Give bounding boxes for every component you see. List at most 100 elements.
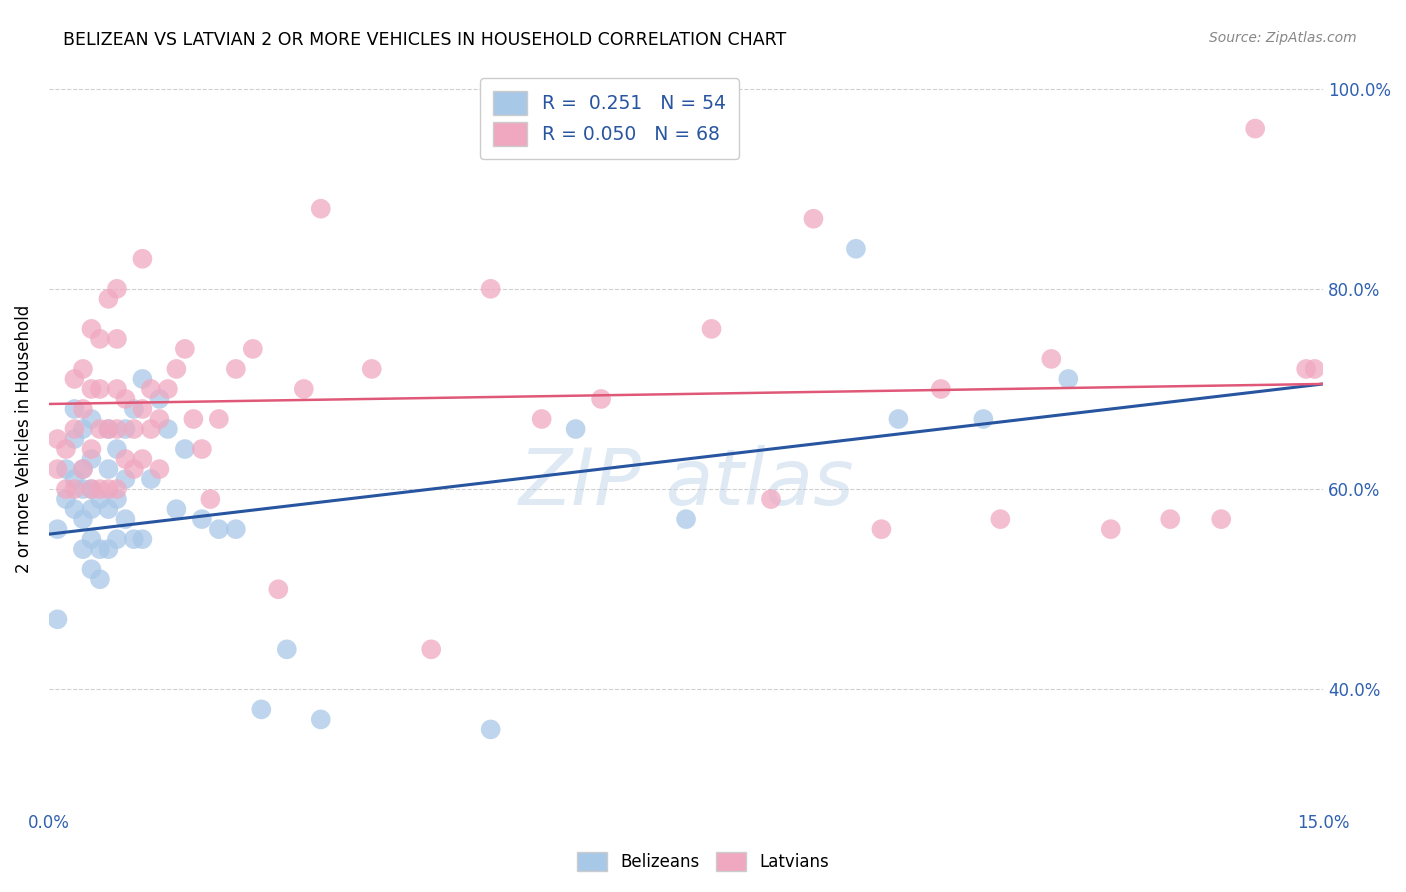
Point: [80, 482, 103, 496]
Point: [72, 462, 94, 476]
Point: [97, 422, 120, 436]
Point: [1244, 121, 1267, 136]
Point: [72, 422, 94, 436]
Point: [887, 412, 910, 426]
Point: [46, 462, 69, 476]
Y-axis label: 2 or more Vehicles in Household: 2 or more Vehicles in Household: [15, 305, 32, 574]
Point: [148, 412, 170, 426]
Point: [80, 452, 103, 467]
Point: [165, 362, 187, 376]
Point: [183, 412, 205, 426]
Point: [1159, 512, 1181, 526]
Point: [131, 532, 153, 546]
Point: [97, 422, 120, 436]
Point: [89, 572, 111, 586]
Point: [148, 392, 170, 406]
Point: [156, 382, 179, 396]
Point: [80, 382, 103, 396]
Point: [803, 211, 825, 226]
Point: [309, 713, 332, 727]
Point: [1303, 362, 1326, 376]
Point: [208, 412, 231, 426]
Point: [63, 422, 86, 436]
Point: [105, 442, 128, 456]
Point: [139, 382, 162, 396]
Point: [139, 472, 162, 486]
Point: [122, 422, 145, 436]
Point: [105, 482, 128, 496]
Point: [700, 322, 723, 336]
Point: [267, 582, 290, 597]
Point: [72, 402, 94, 417]
Point: [89, 382, 111, 396]
Point: [564, 422, 586, 436]
Point: [292, 382, 315, 396]
Legend: Belizeans, Latvians: Belizeans, Latvians: [568, 843, 838, 880]
Point: [89, 422, 111, 436]
Point: [105, 532, 128, 546]
Point: [80, 562, 103, 576]
Point: [479, 723, 502, 737]
Point: [46, 612, 69, 626]
Point: [63, 402, 86, 417]
Point: [309, 202, 332, 216]
Point: [131, 372, 153, 386]
Point: [131, 402, 153, 417]
Point: [97, 292, 120, 306]
Point: [63, 372, 86, 386]
Point: [675, 512, 697, 526]
Point: [105, 422, 128, 436]
Point: [360, 362, 382, 376]
Point: [148, 462, 170, 476]
Point: [72, 362, 94, 376]
Point: [114, 472, 136, 486]
Point: [89, 332, 111, 346]
Point: [72, 462, 94, 476]
Point: [97, 542, 120, 557]
Point: [1295, 362, 1317, 376]
Point: [114, 422, 136, 436]
Point: [63, 482, 86, 496]
Point: [89, 492, 111, 507]
Point: [122, 462, 145, 476]
Text: ZIP atlas: ZIP atlas: [519, 445, 853, 522]
Point: [420, 642, 443, 657]
Point: [89, 482, 111, 496]
Point: [242, 342, 264, 356]
Point: [191, 442, 214, 456]
Point: [988, 512, 1011, 526]
Point: [46, 432, 69, 446]
Point: [72, 542, 94, 557]
Point: [72, 482, 94, 496]
Point: [105, 332, 128, 346]
Point: [1057, 372, 1080, 386]
Point: [63, 472, 86, 486]
Point: [55, 492, 77, 507]
Text: BELIZEAN VS LATVIAN 2 OR MORE VEHICLES IN HOUSEHOLD CORRELATION CHART: BELIZEAN VS LATVIAN 2 OR MORE VEHICLES I…: [63, 31, 786, 49]
Point: [929, 382, 952, 396]
Point: [870, 522, 893, 536]
Point: [633, 121, 655, 136]
Point: [173, 342, 195, 356]
Point: [46, 522, 69, 536]
Point: [105, 382, 128, 396]
Point: [80, 412, 103, 426]
Point: [208, 522, 231, 536]
Point: [89, 542, 111, 557]
Point: [122, 532, 145, 546]
Point: [97, 502, 120, 516]
Point: [80, 532, 103, 546]
Point: [225, 522, 247, 536]
Point: [80, 442, 103, 456]
Point: [845, 242, 868, 256]
Point: [156, 422, 179, 436]
Point: [63, 432, 86, 446]
Point: [191, 512, 214, 526]
Point: [139, 422, 162, 436]
Point: [759, 492, 782, 507]
Point: [55, 442, 77, 456]
Point: [131, 252, 153, 266]
Point: [105, 492, 128, 507]
Point: [80, 482, 103, 496]
Point: [225, 362, 247, 376]
